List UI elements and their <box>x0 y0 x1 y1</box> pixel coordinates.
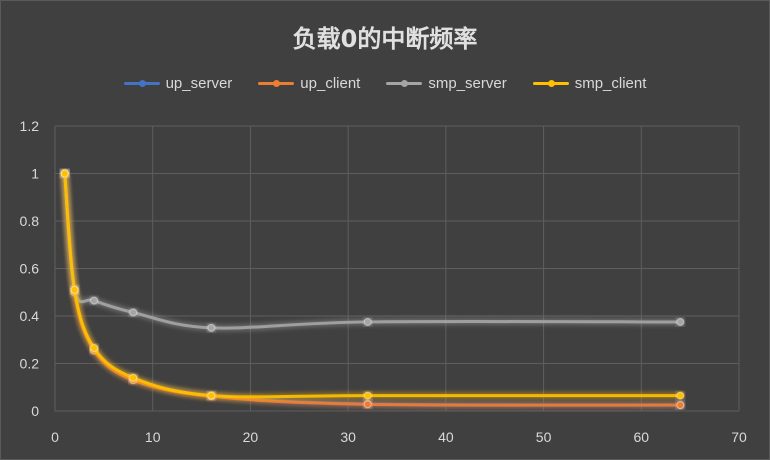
legend-label: smp_client <box>574 75 647 92</box>
series-line-up-client <box>63 173 681 407</box>
series-line-smp-server <box>63 173 681 330</box>
series-line-up-server <box>63 173 681 407</box>
legend-item-up-server: up_server <box>123 75 233 92</box>
data-point-smp-client <box>676 391 685 400</box>
data-point-smp-client <box>90 344 99 353</box>
x-tick-label: 40 <box>438 429 454 445</box>
x-tick-label: 60 <box>633 429 649 445</box>
x-tick-label: 0 <box>51 429 59 445</box>
x-tick-label: 10 <box>145 429 161 445</box>
legend-swatch <box>123 80 160 87</box>
y-tick-label: 0.8 <box>20 213 40 229</box>
data-point-smp-server <box>90 296 99 305</box>
legend-label: smp_server <box>428 75 507 92</box>
y-tick-label: 0.4 <box>20 308 40 324</box>
data-point-smp-client <box>60 169 69 178</box>
x-tick-label: 30 <box>340 429 356 445</box>
data-point-smp-server <box>129 308 138 317</box>
legend-item-smp-server: smp_server <box>386 75 507 92</box>
data-point-smp-server <box>363 317 372 326</box>
legend-label: up_server <box>165 75 233 92</box>
y-tick-label: 0 <box>31 403 39 419</box>
legend-item-smp-client: smp_client <box>532 75 647 92</box>
y-tick-label: 0.6 <box>20 261 40 277</box>
chart-legend: up_server up_client smp_server smp_clien… <box>1 75 769 92</box>
y-tick-label: 1.2 <box>20 118 40 134</box>
data-point-smp-client <box>207 391 216 400</box>
legend-swatch <box>258 80 295 87</box>
y-tick-label: 0.2 <box>20 356 40 372</box>
data-point-smp-client <box>70 285 79 294</box>
legend-swatch <box>532 80 569 87</box>
y-tick-label: 1 <box>31 166 39 182</box>
data-point-smp-client <box>129 373 138 382</box>
data-point-up-client <box>363 400 372 409</box>
data-point-smp-server <box>676 317 685 326</box>
data-point-smp-client <box>363 391 372 400</box>
x-tick-label: 50 <box>536 429 552 445</box>
legend-item-up-client: up_client <box>258 75 360 92</box>
chart-title: 负载0的中断频率 <box>292 25 478 53</box>
x-tick-label: 20 <box>243 429 259 445</box>
x-tick-label: 70 <box>731 429 747 445</box>
data-point-smp-server <box>207 323 216 332</box>
data-point-up-client <box>676 401 685 410</box>
legend-swatch <box>386 80 423 87</box>
legend-label: up_client <box>300 75 361 92</box>
